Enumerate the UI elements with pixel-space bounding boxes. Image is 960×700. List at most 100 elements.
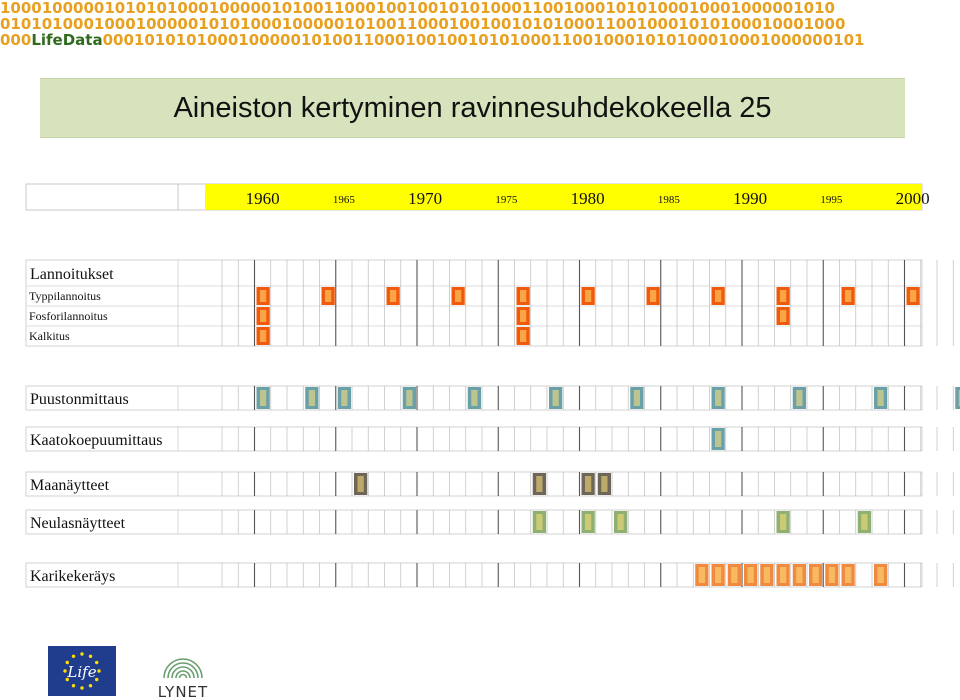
fertilization-cell-glow <box>715 290 722 302</box>
grid-frame <box>25 562 923 588</box>
measurement-cell-glow <box>536 514 543 530</box>
page-title: Aineiston kertyminen ravinnesuhdekokeell… <box>173 91 772 124</box>
eu-star-icon <box>65 660 69 665</box>
measurement-cell-glow <box>715 390 722 406</box>
lynet-arcs-icon <box>163 658 203 679</box>
fertilization-cell-glow <box>260 330 267 342</box>
measurement-cell-glow <box>877 567 884 583</box>
measurement-cell-glow <box>958 390 960 406</box>
measurement-cell-glow <box>812 567 819 583</box>
measurement-cell-glow <box>698 567 705 583</box>
grid-frame <box>25 471 923 497</box>
measurement-cell-glow <box>601 476 608 492</box>
fertilization-cell-glow <box>260 310 267 322</box>
eu-star-icon <box>80 652 84 656</box>
year-band <box>205 184 922 210</box>
year-label: 1990 <box>733 189 767 208</box>
measurement-cell-glow <box>536 476 543 492</box>
eu-star-icon <box>80 686 84 690</box>
grid-frame <box>25 509 923 535</box>
measurement-cell-glow <box>828 567 835 583</box>
fertilization-cell-glow <box>520 310 527 322</box>
measurement-cell-glow <box>585 476 592 492</box>
measurement-cell-glow <box>845 567 852 583</box>
fertilization-cell-glow <box>780 290 787 302</box>
row-label: Fosforilannoitus <box>29 309 108 323</box>
title-banner: Aineiston kertyminen ravinnesuhdekokeell… <box>40 78 905 138</box>
year-label: 1960 <box>246 189 280 208</box>
group-title: Puustonmittaus <box>30 391 129 408</box>
year-label: 1995 <box>820 194 843 206</box>
fertilization-cell-glow <box>780 310 787 322</box>
year-label: 1985 <box>658 194 681 206</box>
grid-frame <box>25 259 923 347</box>
measurement-cell-glow <box>796 567 803 583</box>
measurement-cell-glow <box>715 567 722 583</box>
group-title: Maanäytteet <box>30 477 110 494</box>
timeline-chart: 1960196519701975198019851990199520002005… <box>25 183 960 588</box>
measurement-cell-glow <box>617 514 624 530</box>
fertilization-cell-glow <box>650 290 657 302</box>
measurement-cell-glow <box>585 514 592 530</box>
eu-star-icon <box>88 684 93 688</box>
measurement-cell-glow <box>633 390 640 406</box>
measurement-cell <box>955 387 960 409</box>
eu-life-text: Life <box>66 663 96 681</box>
binary-header: 1000100000101010100010000010100110001001… <box>0 0 960 48</box>
eu-life-logo: Life <box>48 646 116 696</box>
year-label: 1980 <box>571 189 605 208</box>
binary-line-3: 000LifeData00010101010001000001010011000… <box>0 32 960 48</box>
measurement-cell-glow <box>552 390 559 406</box>
fertilization-cell-glow <box>520 290 527 302</box>
eu-star-icon <box>71 654 76 658</box>
fertilization-cell-glow <box>455 290 462 302</box>
measurement-cell-glow <box>796 390 803 406</box>
year-label: 1970 <box>408 189 442 208</box>
measurement-cell-glow <box>308 390 315 406</box>
measurement-cell-glow <box>731 567 738 583</box>
eu-star-icon <box>65 677 69 682</box>
measurement-cell-glow <box>780 514 787 530</box>
binary-line-1: 1000100000101010100010000010100110001001… <box>0 0 835 17</box>
row-label: Kalkitus <box>29 329 70 343</box>
group-title: Kaatokoepuumittaus <box>30 432 162 449</box>
eu-star-icon <box>95 677 99 682</box>
fertilization-cell-glow <box>845 290 852 302</box>
binary-line-3-start: 000 <box>0 31 32 48</box>
measurement-cell-glow <box>877 390 884 406</box>
eu-stars <box>63 652 101 690</box>
measurement-cell-glow <box>715 431 722 447</box>
grid-frame <box>25 385 923 411</box>
fertilization-cell-glow <box>585 290 592 302</box>
eu-star-icon <box>97 669 101 673</box>
measurement-cell-glow <box>780 567 787 583</box>
fertilization-cell-glow <box>910 290 917 302</box>
year-label: 1975 <box>495 194 518 206</box>
year-label: 2000 <box>896 189 930 208</box>
measurement-cell-glow <box>357 476 364 492</box>
year-label: 1965 <box>333 194 356 206</box>
lynet-text: LYNET <box>158 683 208 700</box>
fertilization-cell-glow <box>325 290 332 302</box>
measurement-cell-glow <box>861 514 868 530</box>
measurement-cell-glow <box>747 567 754 583</box>
eu-star-icon <box>71 684 76 688</box>
group-title: Neulasnäytteet <box>30 515 126 532</box>
row-label: Typpilannoitus <box>29 289 101 303</box>
measurement-cell-glow <box>763 567 770 583</box>
lynet-logo: LYNET <box>158 658 208 700</box>
eu-star-icon <box>88 654 93 658</box>
measurement-cell-glow <box>406 390 413 406</box>
lifedata-brand: LifeData <box>31 31 103 48</box>
binary-line-3-rest: 0001010101000100000101001100010010010101… <box>102 31 865 48</box>
measurement-cell-glow <box>471 390 478 406</box>
fertilization-cell-glow <box>520 330 527 342</box>
grid-frame <box>25 426 923 452</box>
fertilization-cell-glow <box>260 290 267 302</box>
binary-line-2: 0101010001000100000101010001000001010011… <box>0 15 846 33</box>
measurement-cell-glow <box>260 390 267 406</box>
group-title: Lannoitukset <box>30 266 114 283</box>
group-title: Karikekeräys <box>30 568 115 585</box>
measurement-cell-glow <box>341 390 348 406</box>
fertilization-cell-glow <box>390 290 397 302</box>
